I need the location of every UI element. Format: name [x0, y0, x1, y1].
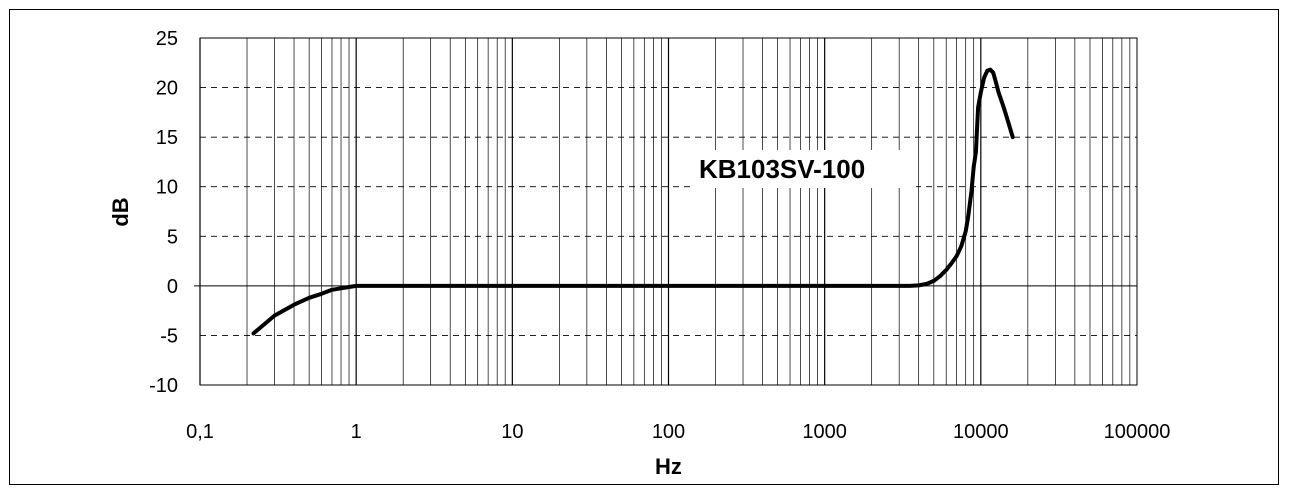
- annotation-background: [694, 150, 916, 188]
- plot-area: [199, 37, 1138, 386]
- x-tick-label: 1000: [802, 421, 847, 443]
- y-tick-label: -5: [160, 325, 178, 347]
- x-tick-label: 10: [501, 421, 523, 443]
- y-tick-label: 25: [156, 28, 178, 50]
- y-tick-label: 20: [156, 78, 178, 100]
- y-tick-label: 10: [156, 177, 178, 199]
- y-tick-label: 5: [167, 226, 178, 248]
- x-tick-label: 100000: [1104, 421, 1171, 443]
- y-tick-label: -10: [149, 375, 178, 397]
- y-axis-label: dB: [108, 197, 133, 226]
- y-tick-label: 0: [167, 276, 178, 298]
- x-axis-label: Hz: [655, 454, 682, 479]
- series-line: [251, 67, 1015, 336]
- x-tick-label: 10000: [953, 421, 1009, 443]
- x-tick-label: 0,1: [186, 421, 214, 443]
- x-tick-label: 1: [351, 421, 362, 443]
- series-annotation: KB103SV-100: [699, 154, 865, 184]
- y-tick-label: 15: [156, 127, 178, 149]
- x-tick-label: 100: [652, 421, 685, 443]
